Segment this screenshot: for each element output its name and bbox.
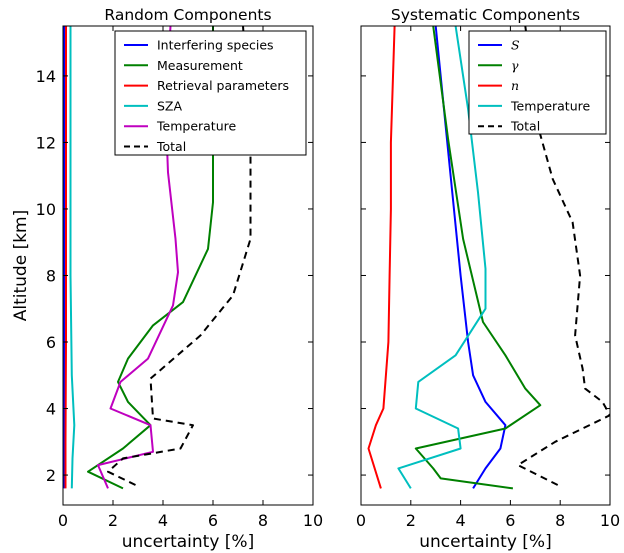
legend-label: SZA: [157, 98, 182, 113]
legend-label: S: [511, 38, 520, 53]
series-line-s: [434, 26, 507, 489]
x-tick-label: 10: [303, 511, 323, 530]
legend-box: [114, 30, 307, 156]
x-tick-label: 0: [58, 511, 68, 530]
y-tick-label: 10: [36, 200, 56, 219]
x-tick-label: 6: [208, 511, 218, 530]
y-axis-title: Altitude [km]: [11, 210, 31, 322]
legend-label: Retrieval parameters: [157, 78, 289, 93]
series-line-total: [516, 26, 610, 486]
y-tick-label: 14: [36, 67, 56, 86]
series-line-temperature: [97, 26, 179, 489]
panel-title: Random Components: [104, 6, 271, 24]
legend: Sγn Temperature Total: [468, 30, 607, 135]
x-tick-label: 2: [108, 511, 118, 530]
panel-title: Systematic Components: [391, 6, 580, 24]
legend-label: Temperature: [510, 98, 590, 113]
random-components-panel: 0 2 4 6 8 10 2 4 6 8 10 12 14 Random Components uncert…: [11, 6, 323, 552]
x-tick-label: 4: [158, 511, 168, 530]
legend-box: [468, 30, 607, 135]
x-tick-label: 2: [406, 511, 416, 530]
x-tick-label: 10: [600, 511, 620, 530]
legend-label: Temperature: [156, 119, 236, 134]
series-line-retrieval-parameters: [64, 26, 67, 489]
x-tick-label: 8: [555, 511, 565, 530]
x-tick-label: 6: [505, 511, 515, 530]
y-tick-label: 12: [36, 133, 56, 152]
legend-label: n: [511, 78, 519, 93]
legend-label: Total: [156, 139, 186, 154]
x-tick-label: 4: [456, 511, 466, 530]
x-tick-label: 0: [356, 511, 366, 530]
legend-label: Interfering species: [157, 38, 274, 53]
series-line-sza: [69, 26, 76, 489]
x-axis-title: uncertainty [%]: [419, 532, 551, 552]
systematic-components-panel: 0 2 4 6 8 10 Systematic Components uncertainty …: [356, 6, 620, 552]
series-line-total: [107, 26, 252, 486]
y-tick-label: 4: [46, 400, 56, 419]
series-line--: [414, 26, 542, 490]
legend: Interfering species Measurement Retrieval …: [114, 30, 307, 156]
axes-frame: [62, 25, 314, 506]
series-line-temperature: [397, 26, 487, 489]
y-tick-label: 6: [46, 333, 56, 352]
x-axis-title: uncertainty [%]: [122, 532, 254, 552]
series-line-n: [367, 26, 396, 489]
axes-frame: [360, 25, 611, 506]
legend-label: Measurement: [157, 58, 243, 73]
x-tick-label: 8: [258, 511, 268, 530]
series-group: [367, 26, 610, 490]
legend-label: Total: [510, 119, 540, 134]
series-line-measurement: [87, 26, 214, 490]
y-tick-label: 8: [46, 266, 56, 285]
legend-label: γ: [511, 58, 519, 73]
y-tick-label: 2: [46, 466, 56, 485]
